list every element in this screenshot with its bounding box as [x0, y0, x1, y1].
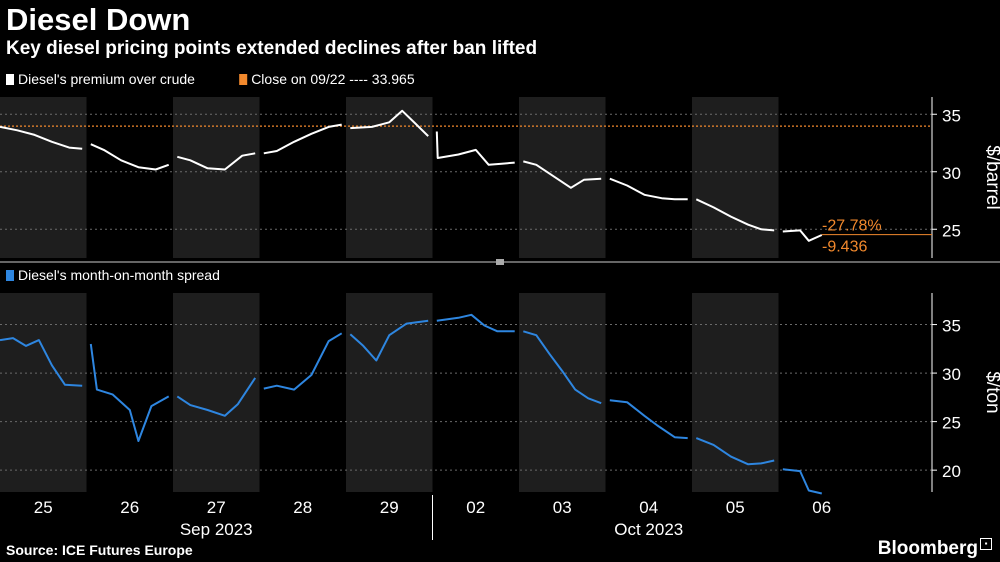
series-line-session-26: [89, 343, 170, 442]
y-axis-label: $/barrel: [982, 145, 1000, 209]
chart-subtitle: Key diesel pricing points extended decli…: [6, 38, 538, 59]
y-tick-label: 20: [942, 462, 961, 481]
session-band: [0, 293, 87, 492]
x-tick-label: 27: [207, 498, 226, 517]
series-line-session-29: [350, 109, 429, 137]
y-axis-label: $/ton: [982, 371, 1000, 413]
series-line-session-06: [782, 468, 823, 495]
source-note: Source: ICE Futures Europe: [6, 542, 193, 558]
y-tick-label: 25: [942, 414, 961, 433]
session-band: [519, 97, 606, 258]
session-band: [0, 97, 87, 258]
x-tick-label: 06: [812, 498, 831, 517]
legend-label: Close on 09/22 ---- 33.965: [251, 71, 415, 87]
brand-mark-icon: ▪: [980, 538, 992, 550]
x-tick-label: 25: [34, 498, 53, 517]
session-band: [346, 293, 433, 492]
panel-resize-handle: [496, 259, 504, 265]
series-line-session-25: [0, 125, 83, 150]
x-tick-label: 02: [466, 498, 485, 517]
series-line-session-28: [263, 123, 342, 155]
series-line-session-03: [523, 330, 602, 405]
x-month-label: Sep 2023: [180, 520, 253, 539]
x-tick-label: 03: [553, 498, 572, 517]
pct-change-label: -27.78%: [822, 218, 882, 235]
x-month-label: Oct 2023: [614, 520, 683, 539]
y-tick-label: 25: [942, 221, 961, 240]
x-tick-label: 28: [293, 498, 312, 517]
brand-text: Bloomberg: [877, 538, 978, 559]
session-band: [173, 97, 260, 258]
legend-swatch: [6, 74, 14, 85]
session-band: [692, 97, 779, 258]
series-line-session-02: [436, 313, 515, 333]
series-line-session-04: [609, 177, 688, 201]
bloomberg-logo: Bloomberg ▪: [878, 538, 992, 560]
series-line-session-05: [695, 198, 775, 232]
series-line-session-27: [176, 377, 257, 417]
series-line-session-05: [695, 437, 775, 466]
series-line-session-29: [349, 319, 429, 362]
legend-label: Diesel's premium over crude: [18, 71, 195, 87]
series-line-session-04: [609, 399, 688, 440]
x-tick-label: 29: [380, 498, 399, 517]
series-line-session-02: [435, 131, 515, 166]
y-tick-label: 30: [942, 164, 961, 183]
series-line-session-03: [523, 160, 602, 189]
legend-label: Diesel's month-on-month spread: [18, 267, 220, 283]
series-line-session-28: [263, 332, 343, 391]
change-label: -9.436: [822, 239, 867, 256]
y-tick-label: 30: [942, 365, 961, 384]
y-tick-label: 35: [942, 106, 961, 125]
y-tick-label: 35: [942, 317, 961, 336]
series-line-session-27: [177, 152, 256, 171]
legend-swatch: [239, 74, 248, 85]
x-tick-label: 26: [120, 498, 139, 517]
session-band: [346, 97, 433, 258]
series-line-session-26: [90, 143, 170, 171]
x-tick-label: 04: [639, 498, 658, 517]
series-line-session-25: [0, 337, 83, 387]
session-band: [519, 293, 606, 492]
chart-title: Diesel Down: [6, 2, 191, 37]
series-line-session-06: [782, 229, 823, 242]
x-tick-label: 05: [726, 498, 745, 517]
legend-swatch: [6, 270, 14, 281]
